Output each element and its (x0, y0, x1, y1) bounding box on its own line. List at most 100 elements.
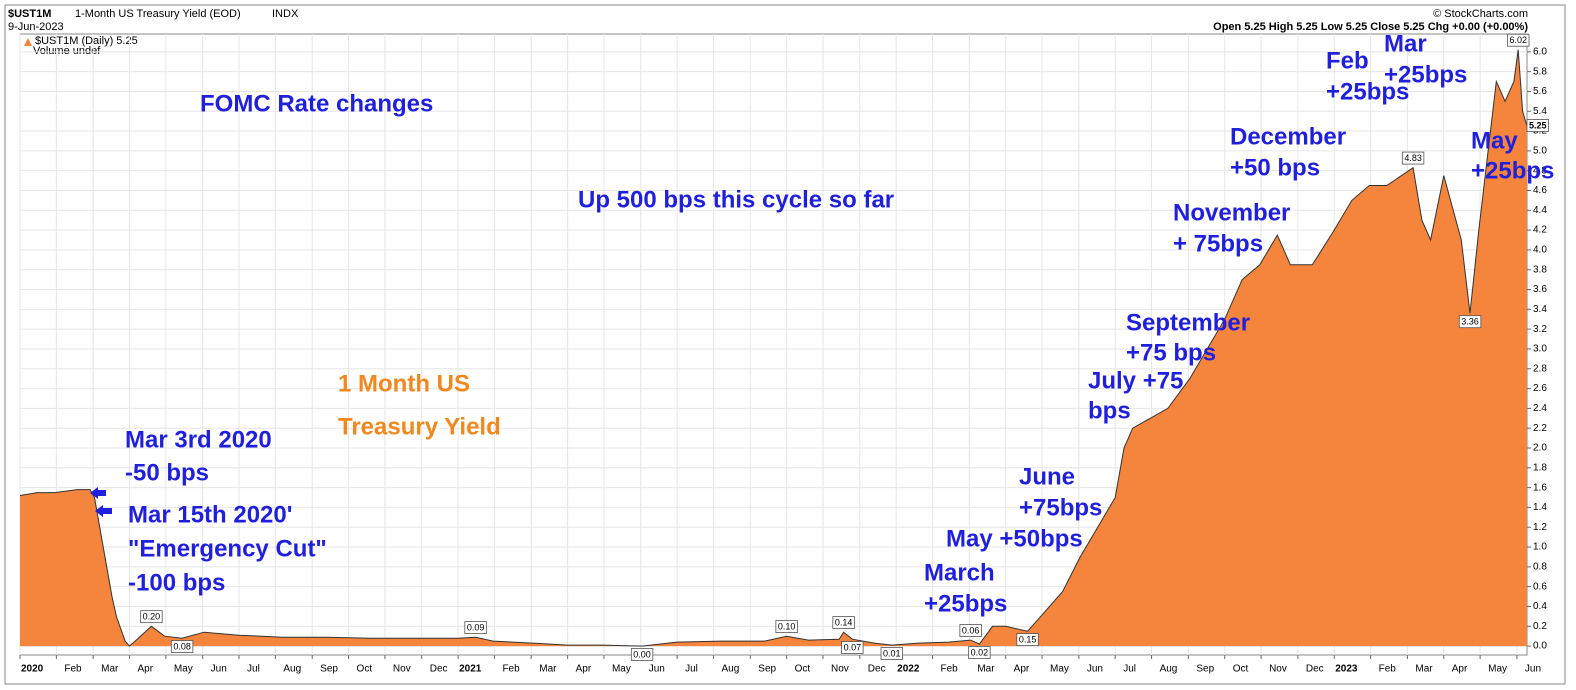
x-tick-label: Oct (795, 664, 811, 675)
annotation: September (1126, 309, 1250, 336)
value-label-text: 0.06 (962, 626, 980, 636)
y-tick-label: 0.2 (1533, 621, 1547, 632)
annotation: December (1230, 123, 1346, 150)
x-tick-label: Jun (649, 664, 665, 675)
y-tick-label: 4.6 (1533, 185, 1547, 196)
y-tick-label: 3.8 (1533, 264, 1547, 275)
date: 9-Jun-2023 (8, 21, 64, 33)
x-tick-label: Oct (357, 664, 373, 675)
y-tick-label: 3.6 (1533, 284, 1547, 295)
value-label-text: 0.09 (467, 623, 485, 633)
x-tick-label: Jul (1123, 664, 1136, 675)
line (19, 49, 1528, 647)
y-tick-label: 3.2 (1533, 324, 1547, 335)
annotation: Mar 3rd 2020 (125, 426, 272, 453)
value-label-box (775, 620, 798, 633)
x-tick-label: May (1488, 664, 1507, 675)
annotation: May +50bps (946, 525, 1083, 552)
value-label-text: 4.83 (1404, 153, 1422, 163)
x-tick-label: Apr (576, 664, 592, 675)
x-tick-label: Mar (977, 664, 995, 675)
x-tick-label: Jul (247, 664, 260, 675)
x-tick-label: Sep (758, 664, 776, 675)
y-tick-label: 4.4 (1533, 205, 1547, 216)
value-label-box (1458, 315, 1482, 329)
y-tick-label: 4.0 (1533, 245, 1547, 256)
value-label-box (968, 646, 991, 659)
x-tick-label: Aug (721, 664, 739, 675)
value-label-box (170, 640, 194, 653)
y-tick-label: 2.8 (1533, 363, 1547, 374)
annotation: +25bps (1384, 61, 1467, 88)
x-tick-label: Jun (1087, 664, 1103, 675)
x-tick-label: Mar (539, 664, 557, 675)
y-tick-label: 5.8 (1533, 66, 1547, 77)
annotation: "Emergency Cut" (128, 535, 327, 562)
value-label-box (832, 616, 855, 629)
x-tick-label: May (612, 664, 631, 675)
x-tick-label: Apr (138, 664, 154, 675)
x-tick-label: Dec (868, 664, 886, 675)
value-label: 0.06 (959, 624, 982, 637)
x-tick-label: Sep (1196, 664, 1214, 675)
annotation: Treasury Yield (338, 413, 501, 440)
value-label-text: 3.36 (1461, 317, 1479, 327)
y-tick-label: 0.8 (1533, 561, 1547, 572)
annotation: +75 bps (1126, 339, 1216, 366)
x-tick-label: Aug (1160, 664, 1178, 675)
x-tick-label: Nov (393, 664, 411, 675)
value-label: 0.15 (1016, 633, 1039, 647)
symbol: $UST1M (8, 8, 51, 20)
x-tick-label: Feb (941, 664, 959, 675)
x-tick-label: Feb (502, 664, 520, 675)
annotation: +50 bps (1230, 154, 1320, 181)
annotation: June (1019, 463, 1075, 490)
annotation: +75bps (1019, 494, 1102, 521)
annotation: November (1173, 199, 1290, 226)
x-tick-label: Mar (1415, 664, 1433, 675)
value-label: 0.20 (140, 610, 163, 624)
annotation: 1 Month US (338, 370, 470, 397)
value-label: 4.83 (1401, 151, 1425, 165)
y-tick-label: 5.0 (1533, 146, 1547, 157)
annotation: Up 500 bps this cycle so far (578, 186, 894, 213)
y-tick-label: 5.4 (1533, 106, 1547, 117)
value-label-text: 6.02 (1509, 35, 1527, 45)
x-tick-label: Dec (430, 664, 448, 675)
volume-label: Volume undef (33, 45, 101, 57)
annotation: +25bps (924, 590, 1007, 617)
x-tick-label: Feb (64, 664, 82, 675)
value-label: 0.10 (775, 620, 798, 633)
y-tick-label: 1.6 (1533, 482, 1547, 493)
annotation: May (1471, 127, 1518, 154)
value-label: 5.25 (1526, 119, 1549, 132)
arrow (95, 505, 112, 517)
source: © StockCharts.com (1433, 8, 1528, 20)
x-tick-label: 2021 (459, 664, 482, 675)
value-label-box (1016, 633, 1039, 647)
value-label-box (1507, 33, 1530, 47)
legend-icon (24, 38, 32, 46)
x-tick-label: Oct (1233, 664, 1249, 675)
value-label-text: 0.08 (173, 642, 191, 652)
exchange: INDX (272, 8, 299, 20)
y-tick-label: 0.0 (1533, 641, 1547, 652)
value-label-text: 0.14 (835, 618, 853, 628)
legend-entry: $UST1M (Daily) 5.25 (35, 35, 138, 47)
value-label-box (464, 621, 487, 634)
value-label-box (1401, 151, 1425, 165)
value-label: 0.08 (170, 640, 194, 653)
value-label: 0.00 (630, 648, 654, 661)
x-tick-label: 2022 (897, 664, 920, 675)
y-tick-label: 4.8 (1533, 165, 1547, 176)
x-tick-label: Sep (320, 664, 338, 675)
arrow (90, 487, 106, 499)
x-tick-label: Apr (1014, 664, 1030, 675)
y-tick-label: 2.6 (1533, 383, 1547, 394)
x-tick-label: Mar (101, 664, 119, 675)
annotation: -50 bps (125, 459, 209, 486)
value-label-text: 0.02 (971, 647, 989, 657)
ohlc: Open 5.25 High 5.25 Low 5.25 Close 5.25 … (1213, 21, 1528, 33)
annotation: Feb (1326, 47, 1369, 74)
